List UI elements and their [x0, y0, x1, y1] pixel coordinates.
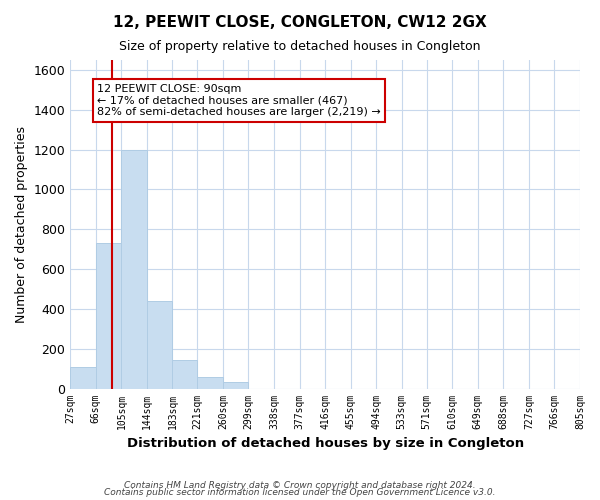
- Bar: [147, 301, 172, 388]
- Bar: [121, 150, 147, 388]
- Text: Contains HM Land Registry data © Crown copyright and database right 2024.: Contains HM Land Registry data © Crown c…: [124, 480, 476, 490]
- Text: 12, PEEWIT CLOSE, CONGLETON, CW12 2GX: 12, PEEWIT CLOSE, CONGLETON, CW12 2GX: [113, 15, 487, 30]
- Y-axis label: Number of detached properties: Number of detached properties: [15, 126, 28, 323]
- Bar: [70, 366, 96, 388]
- Bar: [223, 382, 248, 388]
- Text: 12 PEEWIT CLOSE: 90sqm
← 17% of detached houses are smaller (467)
82% of semi-de: 12 PEEWIT CLOSE: 90sqm ← 17% of detached…: [97, 84, 381, 117]
- Text: Contains public sector information licensed under the Open Government Licence v3: Contains public sector information licen…: [104, 488, 496, 497]
- Bar: [197, 376, 223, 388]
- X-axis label: Distribution of detached houses by size in Congleton: Distribution of detached houses by size …: [127, 437, 524, 450]
- Bar: [172, 360, 197, 388]
- Bar: [96, 243, 121, 388]
- Text: Size of property relative to detached houses in Congleton: Size of property relative to detached ho…: [119, 40, 481, 53]
